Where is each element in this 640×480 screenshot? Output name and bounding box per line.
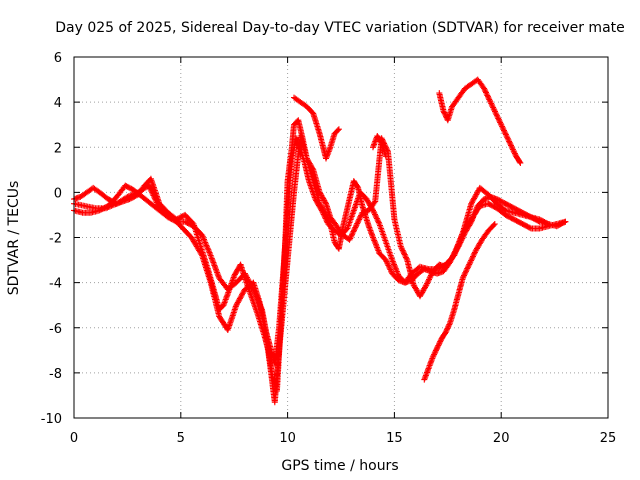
y-tick-label: -4 (49, 277, 62, 292)
y-tick-label: 6 (54, 51, 62, 66)
y-tick-labels: -10 -8 -6 -4 -2 0 2 4 6 (41, 51, 62, 427)
x-tick-label: 20 (493, 431, 510, 446)
y-tick-label: -10 (41, 412, 62, 427)
x-tick-label: 0 (70, 431, 78, 446)
series-6 (436, 76, 524, 166)
y-tick-label: -2 (49, 232, 62, 247)
x-tick-labels: 0 5 10 15 20 25 (70, 431, 616, 446)
x-tick-label: 10 (279, 431, 296, 446)
y-tick-label: -8 (49, 367, 62, 382)
y-tick-label: 0 (54, 186, 62, 201)
series-7-markers (421, 221, 498, 383)
x-tick-label: 5 (177, 431, 185, 446)
series-4 (291, 94, 342, 162)
y-axis-label: SDTVAR / TECUs (6, 181, 22, 296)
axis-ticks (73, 56, 609, 419)
series-5 (370, 133, 389, 160)
x-axis-label: GPS time / hours (281, 458, 398, 474)
x-tick-label: 15 (386, 431, 403, 446)
x-tick-label: 25 (600, 431, 617, 446)
y-tick-label: 2 (54, 141, 62, 156)
chart-title: Day 025 of 2025, Sidereal Day-to-day VTE… (55, 20, 625, 36)
y-tick-label: 4 (54, 96, 62, 111)
grid-lines (74, 57, 608, 418)
data-points (71, 76, 569, 406)
series-7 (421, 221, 498, 383)
series-6-markers (436, 76, 524, 166)
series-5-markers (370, 133, 389, 160)
y-tick-label: -6 (49, 322, 62, 337)
series-4-markers (291, 94, 342, 162)
